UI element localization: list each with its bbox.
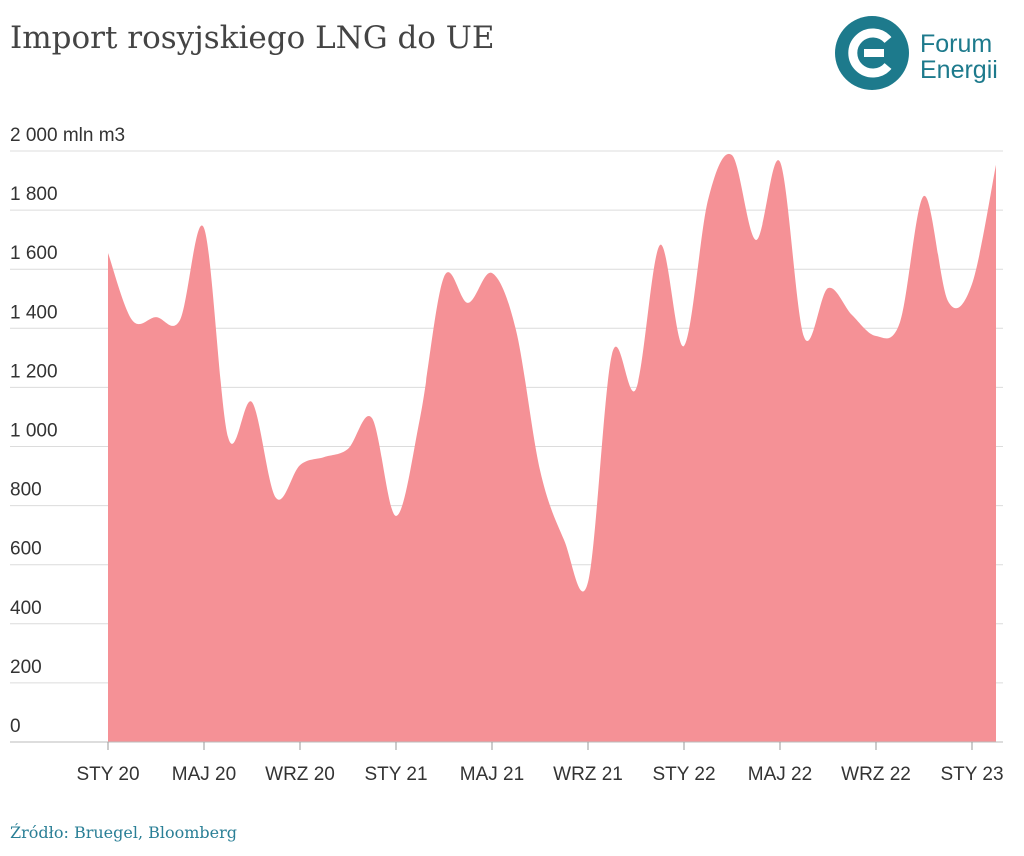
x-tick-label: MAJ 21 — [460, 764, 524, 785]
y-tick-label: 800 — [10, 480, 42, 501]
logo: Forum Energii — [835, 16, 998, 90]
x-tick-label: MAJ 20 — [172, 764, 236, 785]
y-tick-label: 1 000 — [10, 421, 58, 442]
logo-text: Forum — [920, 30, 992, 58]
x-tick-label: STY 20 — [76, 764, 139, 785]
x-tick-label: STY 22 — [652, 764, 715, 785]
chart-title: Import rosyjskiego LNG do UE — [10, 20, 495, 56]
x-tick-label: WRZ 21 — [553, 764, 623, 785]
logo-mark — [848, 28, 892, 78]
x-tick-label: WRZ 20 — [265, 764, 335, 785]
source: Źródło: Bruegel, Bloomberg — [10, 822, 237, 842]
y-tick-label: 1 800 — [10, 184, 58, 205]
y-tick-label: 2 000 mln m3 — [10, 125, 125, 146]
area — [108, 153, 996, 743]
y-tick-label: 200 — [10, 657, 42, 678]
x-tick-label: WRZ 22 — [841, 764, 911, 785]
y-tick-label: 600 — [10, 539, 42, 560]
x-tick-label: STY 23 — [940, 764, 1003, 785]
y-tick-label: 1 600 — [10, 243, 58, 264]
y-tick-label: 0 — [10, 716, 21, 737]
logo-text: Energii — [920, 56, 998, 84]
x-tick-label: STY 21 — [364, 764, 427, 785]
y-tick-label: 400 — [10, 598, 42, 619]
y-tick-label: 1 400 — [10, 302, 58, 323]
y-tick-label: 1 200 — [10, 361, 58, 382]
x-tick-label: MAJ 22 — [748, 764, 812, 785]
